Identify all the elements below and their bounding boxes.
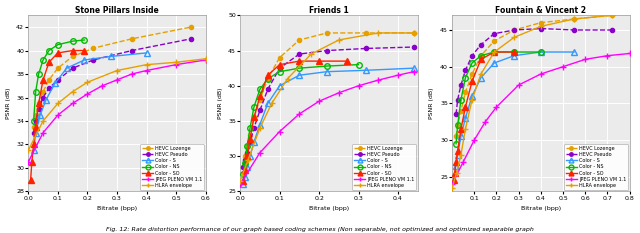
Y-axis label: PSNR (dB): PSNR (dB) bbox=[6, 88, 10, 119]
X-axis label: Bitrate (bpp): Bitrate (bpp) bbox=[309, 206, 349, 211]
Legend: HEVC Lozenge, HEVC Pseudo, Color - S, Color - NS, Color - SO, JPEG PLENO VM 1.1,: HEVC Lozenge, HEVC Pseudo, Color - S, Co… bbox=[352, 144, 416, 190]
Text: Fig. 12: Rate distortion performance of our graph based coding schemes (Non sepa: Fig. 12: Rate distortion performance of … bbox=[106, 227, 534, 232]
Legend: HEVC Lozenge, HEVC Pseudo, Color - S, Color - NS, Color - SO, JPEG PLENO VM 1.1,: HEVC Lozenge, HEVC Pseudo, Color - S, Co… bbox=[564, 144, 628, 190]
Y-axis label: PSNR (dB): PSNR (dB) bbox=[429, 88, 435, 119]
X-axis label: Bitrate (bpp): Bitrate (bpp) bbox=[97, 206, 137, 211]
Title: Friends 1: Friends 1 bbox=[309, 6, 349, 14]
Title: Fountain & Vincent 2: Fountain & Vincent 2 bbox=[495, 6, 586, 14]
Title: Stone Pillars Inside: Stone Pillars Inside bbox=[75, 6, 159, 14]
X-axis label: Bitrate (bpp): Bitrate (bpp) bbox=[521, 206, 561, 211]
Legend: HEVC Lozenge, HEVC Pseudo, Color - S, Color - NS, Color - SO, JPEG PLENO VM 1.1,: HEVC Lozenge, HEVC Pseudo, Color - S, Co… bbox=[140, 144, 204, 190]
Y-axis label: PSNR (dB): PSNR (dB) bbox=[218, 88, 223, 119]
